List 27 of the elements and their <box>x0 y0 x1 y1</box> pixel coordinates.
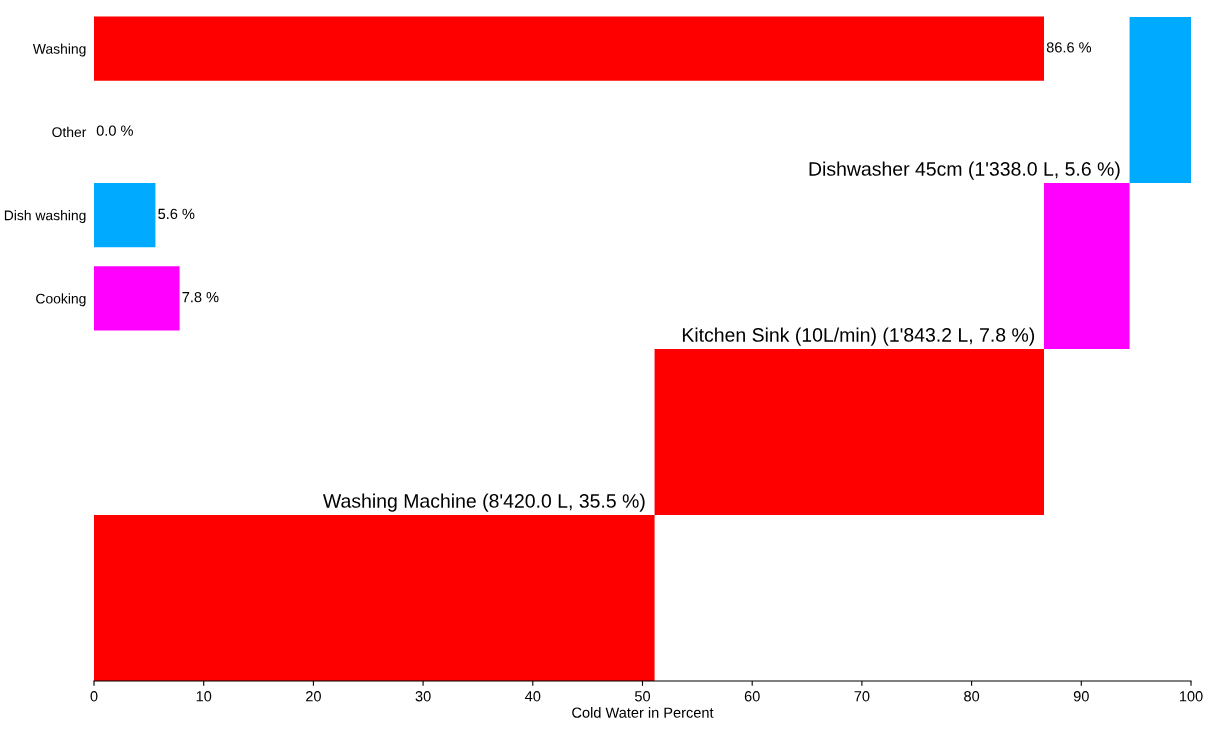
y-tick-label: Cooking <box>36 293 86 307</box>
x-tick-label: 100 <box>1179 691 1203 702</box>
bar <box>94 515 655 681</box>
y-tick-label: Washing <box>32 43 86 57</box>
bar <box>654 349 1044 515</box>
x-axis-title: Cold Water in Percent <box>572 707 714 718</box>
x-tick-label: 60 <box>744 691 760 702</box>
data-label: 7.8 % <box>182 291 219 303</box>
annotation: Dishwasher 45cm (1'338.0 L, 5.6 %) <box>809 161 1120 180</box>
bar <box>1044 183 1130 349</box>
x-tick-label: 50 <box>634 691 651 702</box>
x-tick-label: 90 <box>1073 691 1089 702</box>
y-tick-label: Other <box>52 126 87 138</box>
x-tick-label: 20 <box>306 691 321 702</box>
x-tick-label: 70 <box>854 691 870 702</box>
annotation: Washing Machine (8'420.0 L, 35.5 %) <box>322 493 645 512</box>
data-label: 0.0 % <box>96 125 133 136</box>
bar <box>1129 17 1191 183</box>
y-tick-label: Dish washing <box>4 210 86 224</box>
x-tick-label: 30 <box>415 691 431 702</box>
x-tick-label: 40 <box>525 691 541 702</box>
annotation: Kitchen Sink (10L/min) (1'843.2 L, 7.8 %) <box>682 327 1035 346</box>
x-tick-label: 10 <box>196 691 212 702</box>
x-tick-label: 80 <box>964 691 980 702</box>
data-label: 86.6 % <box>1046 42 1092 53</box>
x-tick-label: 0 <box>90 691 98 702</box>
data-label: 5.6 % <box>158 208 195 220</box>
